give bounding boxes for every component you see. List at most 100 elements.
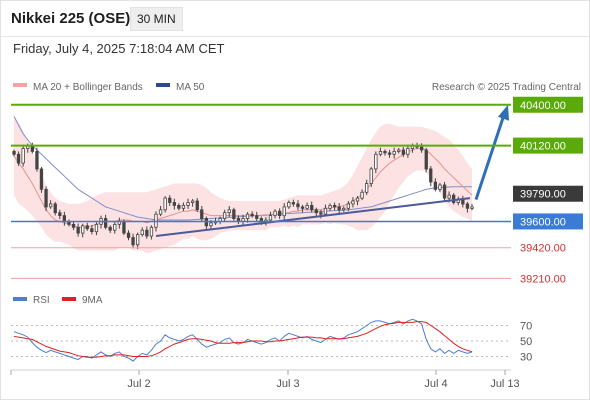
instrument-title: Nikkei 225 (OSE) <box>11 10 131 27</box>
rsi-legend-swatch <box>13 297 27 301</box>
candle-body <box>149 226 154 237</box>
projection-arrow-head <box>498 104 509 121</box>
candle-body <box>323 207 328 215</box>
candle-body <box>181 204 186 209</box>
candle-body <box>186 202 190 206</box>
candle-body <box>424 149 428 170</box>
candle-body <box>305 204 309 209</box>
interval-selector[interactable]: 30 MIN <box>130 7 183 31</box>
ma9-legend-label: 9MA <box>82 295 103 306</box>
candle-body <box>200 209 204 220</box>
price-panel <box>12 104 509 254</box>
candle-body <box>328 204 332 209</box>
candle-body <box>406 148 410 155</box>
candle-body <box>122 220 126 234</box>
level-label-39210.00: 39210.00 <box>520 273 566 285</box>
level-label-39790.00: 39790.00 <box>520 189 566 201</box>
candle-body <box>108 226 112 231</box>
rsi-legend-label: RSI <box>33 295 50 306</box>
candle-body <box>53 203 57 214</box>
candle-body <box>255 215 259 219</box>
candle-body <box>296 203 300 208</box>
candle-body <box>232 209 236 220</box>
candle-body <box>319 212 323 215</box>
candle-body <box>62 215 66 222</box>
candle-body <box>433 181 438 190</box>
candle-body <box>131 237 135 246</box>
candle-body <box>342 207 346 211</box>
candle-body <box>397 149 401 152</box>
candle-body <box>76 226 80 234</box>
candle-body <box>172 202 177 206</box>
candle-body <box>364 183 369 193</box>
candle-body <box>277 210 282 216</box>
time-axis: Jul 2 Jul 3 Jul 4 Jul 13 <box>10 370 520 390</box>
candle-body <box>465 203 470 209</box>
candle-body <box>245 213 250 219</box>
rsi-panel: 70 50 30 <box>11 318 532 364</box>
candle-body <box>44 188 48 208</box>
candle-body <box>387 152 392 155</box>
candle-body <box>135 234 140 246</box>
candle-body <box>35 150 39 170</box>
candle-body <box>227 209 231 214</box>
candle-body <box>447 194 451 199</box>
candle-body <box>58 212 62 216</box>
candle-body <box>310 204 314 211</box>
candle-body <box>337 206 341 211</box>
time-tick-label: Jul 4 <box>424 378 447 390</box>
time-tick-label: Jul 13 <box>490 378 519 390</box>
rsi-tick-label: 30 <box>520 352 532 364</box>
candle-body <box>268 215 273 221</box>
candle-body <box>451 194 456 203</box>
support-trendline <box>155 197 471 238</box>
bollinger-band <box>14 116 472 254</box>
candle-body <box>470 206 474 209</box>
candle-body <box>12 150 16 155</box>
datetime-label: Friday, July 4, 2025 7:18:04 AM CET <box>13 41 225 56</box>
candle-body <box>300 206 305 209</box>
ma9-legend-swatch <box>62 297 76 301</box>
level-label-39420.00: 39420.00 <box>520 243 566 255</box>
candle-body <box>250 213 254 217</box>
candle-body <box>81 225 85 234</box>
candle-body <box>282 206 286 217</box>
candle-body <box>461 199 465 205</box>
candle-body <box>429 168 433 183</box>
candle-body <box>163 197 167 211</box>
candle-body <box>401 149 406 155</box>
candle-body <box>383 150 387 154</box>
candle-body <box>140 229 144 235</box>
candle-body <box>332 204 337 208</box>
level-box-39790.00 <box>513 185 583 202</box>
candle-body <box>113 223 117 231</box>
candle-body <box>355 197 360 202</box>
candle-body <box>104 218 108 228</box>
candle-body <box>94 223 99 233</box>
candle-body <box>273 210 277 216</box>
rsi-tick-label: 70 <box>520 321 532 333</box>
candle-body <box>442 184 447 199</box>
copyright-label: Research © 2025 Trading Central <box>432 82 581 93</box>
candle-body <box>222 212 227 219</box>
candle-body <box>39 168 44 190</box>
candle-body <box>360 191 364 199</box>
ma-bb-legend-swatch <box>13 83 27 87</box>
rsi-tick-label: 50 <box>520 336 532 348</box>
ma50-legend-label: MA 50 <box>176 82 205 93</box>
level-label-40400.00: 40400.00 <box>520 100 566 112</box>
candle-body <box>49 203 53 208</box>
candle-body <box>126 232 131 238</box>
ma-bb-legend-label: MA 20 + Bollinger Bands <box>33 82 143 93</box>
candle-body <box>209 222 213 227</box>
candle-body <box>438 184 442 190</box>
candle-body <box>145 229 149 237</box>
level-box-40120.00 <box>513 137 583 154</box>
candle-body <box>85 225 89 230</box>
level-box-40400.00 <box>513 96 583 113</box>
candle-body <box>21 148 25 164</box>
candle-body <box>291 202 296 205</box>
candle-body <box>177 204 181 209</box>
candle-body <box>168 197 172 203</box>
